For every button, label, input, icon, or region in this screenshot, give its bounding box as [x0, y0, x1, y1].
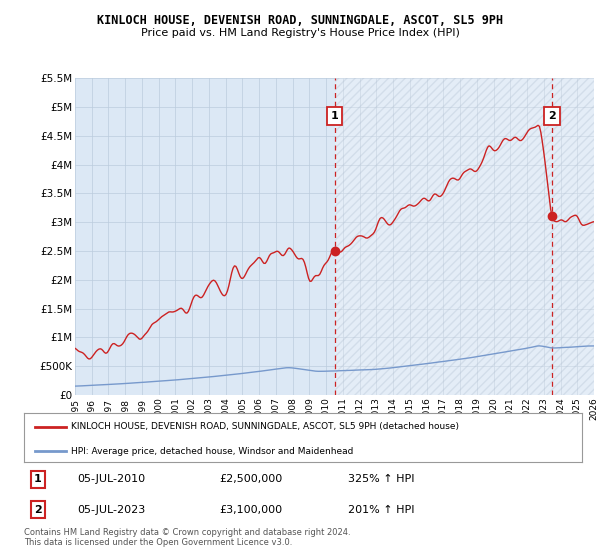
- Text: 1: 1: [331, 111, 338, 122]
- Text: 05-JUL-2023: 05-JUL-2023: [77, 505, 145, 515]
- Text: Contains HM Land Registry data © Crown copyright and database right 2024.
This d: Contains HM Land Registry data © Crown c…: [24, 528, 350, 547]
- Text: 1: 1: [34, 474, 42, 484]
- Text: HPI: Average price, detached house, Windsor and Maidenhead: HPI: Average price, detached house, Wind…: [71, 447, 354, 456]
- Text: 201% ↑ HPI: 201% ↑ HPI: [347, 505, 414, 515]
- Text: KINLOCH HOUSE, DEVENISH ROAD, SUNNINGDALE, ASCOT, SL5 9PH: KINLOCH HOUSE, DEVENISH ROAD, SUNNINGDAL…: [97, 14, 503, 27]
- Text: 2: 2: [34, 505, 42, 515]
- Text: Price paid vs. HM Land Registry's House Price Index (HPI): Price paid vs. HM Land Registry's House …: [140, 28, 460, 38]
- Bar: [335, 78, 594, 395]
- Text: 2: 2: [548, 111, 556, 122]
- Bar: [335, 78, 594, 395]
- Text: £3,100,000: £3,100,000: [220, 505, 283, 515]
- Text: KINLOCH HOUSE, DEVENISH ROAD, SUNNINGDALE, ASCOT, SL5 9PH (detached house): KINLOCH HOUSE, DEVENISH ROAD, SUNNINGDAL…: [71, 422, 460, 431]
- Text: £2,500,000: £2,500,000: [220, 474, 283, 484]
- Text: 05-JUL-2010: 05-JUL-2010: [77, 474, 145, 484]
- Text: 325% ↑ HPI: 325% ↑ HPI: [347, 474, 414, 484]
